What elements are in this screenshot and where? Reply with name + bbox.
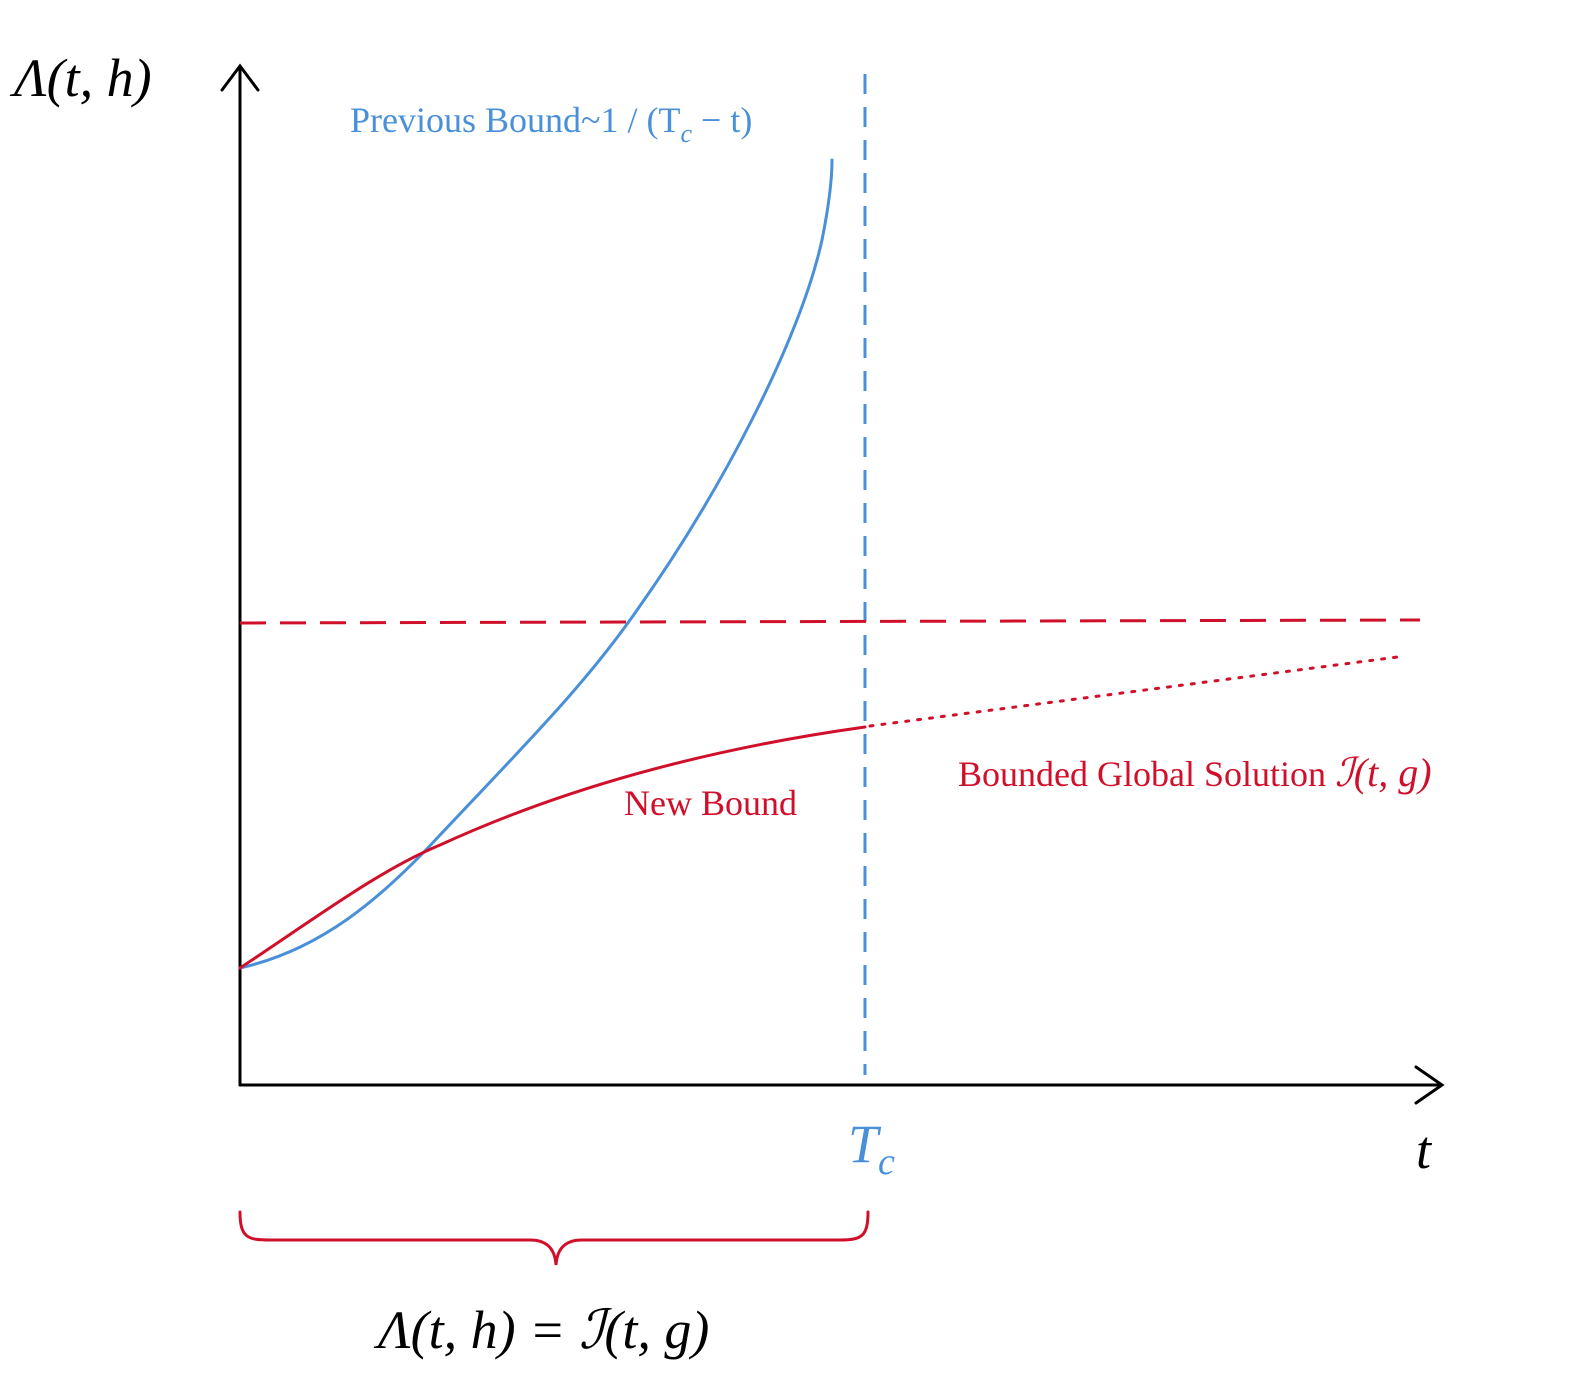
pb-sub: c: [680, 119, 692, 148]
pb-text: Previous Bound~1 / (T: [350, 100, 680, 140]
x-arrow: [1414, 1065, 1445, 1105]
gs-math: ℐ(t, g): [1335, 750, 1432, 795]
gs-text: Bounded Global Solution: [958, 754, 1335, 794]
new-bound-label: New Bound: [624, 783, 797, 823]
brace: [238, 1210, 870, 1266]
previous-bound-curve: [238, 158, 834, 970]
global-solution-label: Bounded Global Solution ℐ(t, g): [958, 750, 1432, 795]
bound-line: [239, 618, 1421, 625]
y-arrow: [220, 63, 260, 92]
previous-bound-label: Previous Bound~1 / (Tc − t): [350, 100, 752, 148]
tc-label: Tc: [848, 1114, 895, 1183]
extension-curve: [868, 654, 1407, 728]
y-label: Λ(t, h): [9, 48, 152, 108]
tc-main: T: [848, 1114, 882, 1174]
pb-tail: − t): [692, 100, 752, 140]
new-bound-curve: [238, 725, 867, 970]
tc-sub: c: [878, 1141, 895, 1183]
x-label: t: [1416, 1120, 1433, 1180]
brace-label: Λ(t, h) = ℐ(t, g): [373, 1300, 709, 1360]
